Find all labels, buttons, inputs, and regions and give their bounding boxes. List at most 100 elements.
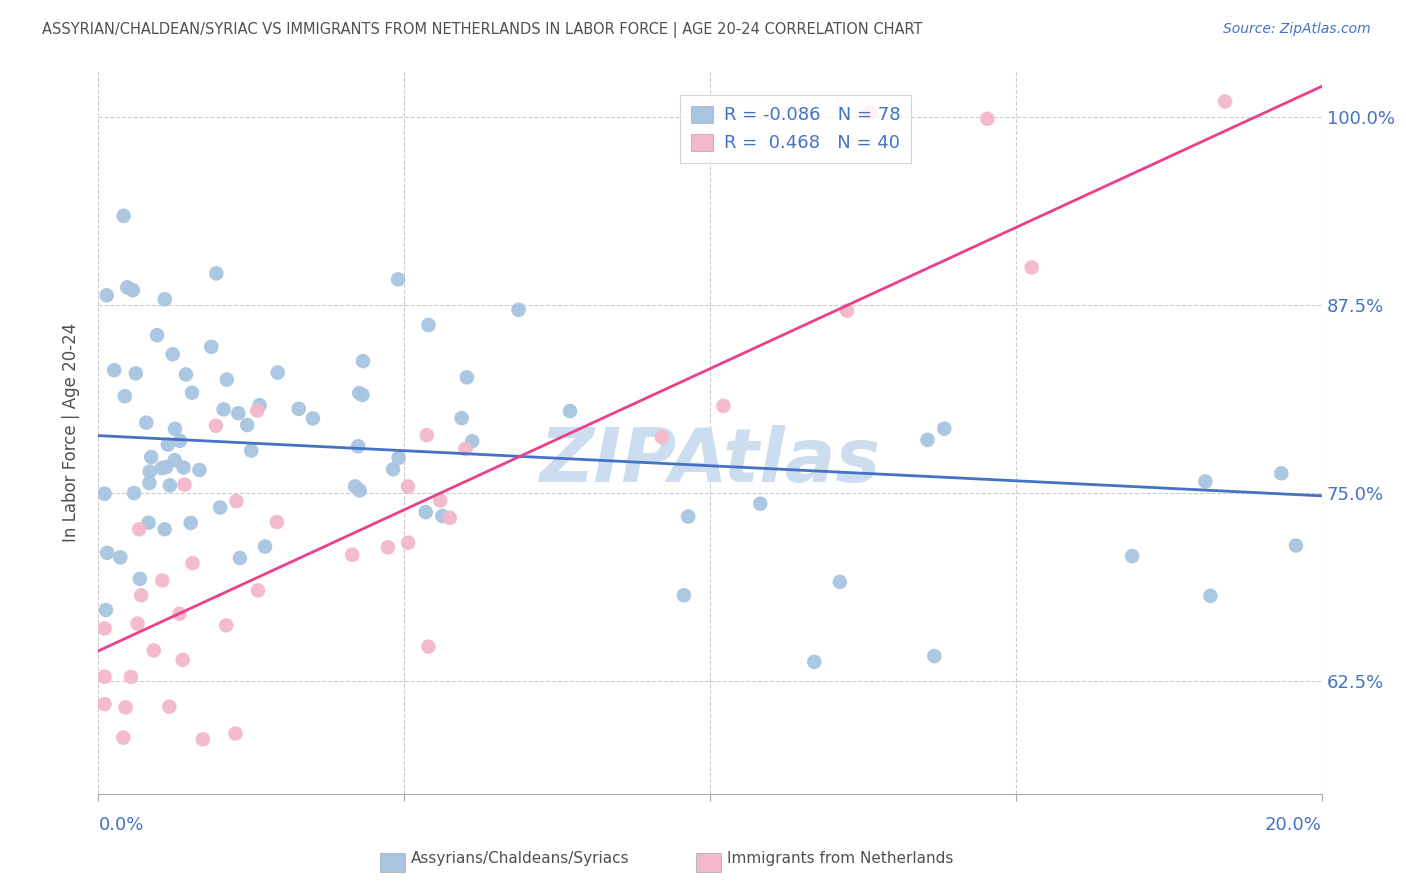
Point xyxy=(347,439,370,453)
Point xyxy=(450,411,472,425)
Point xyxy=(672,588,695,602)
Point xyxy=(146,328,169,343)
Point xyxy=(173,460,195,475)
Point xyxy=(205,266,228,280)
Point xyxy=(302,411,325,425)
Point xyxy=(212,402,235,417)
Point xyxy=(229,551,252,566)
Point xyxy=(141,450,163,464)
Point xyxy=(287,401,309,416)
Point xyxy=(396,535,419,549)
Point xyxy=(246,583,269,598)
Point xyxy=(169,434,191,448)
Point xyxy=(803,655,825,669)
Text: ASSYRIAN/CHALDEAN/SYRIAC VS IMMIGRANTS FROM NETHERLANDS IN LABOR FORCE | AGE 20-: ASSYRIAN/CHALDEAN/SYRIAC VS IMMIGRANTS F… xyxy=(42,22,922,38)
Point xyxy=(159,478,181,492)
Point xyxy=(1285,539,1308,553)
Point xyxy=(114,700,136,714)
Point xyxy=(180,516,202,530)
Point xyxy=(96,546,118,560)
Point xyxy=(1270,467,1292,481)
Point xyxy=(135,416,157,430)
Point xyxy=(122,486,145,500)
Point xyxy=(1121,549,1143,563)
Point xyxy=(169,607,191,621)
Point xyxy=(226,406,249,420)
Point xyxy=(205,418,228,433)
Point xyxy=(142,643,165,657)
Point xyxy=(344,479,367,493)
Point xyxy=(924,648,946,663)
Point xyxy=(138,465,160,479)
Point xyxy=(93,622,115,636)
Text: ZIPAtlas: ZIPAtlas xyxy=(540,425,880,498)
Point xyxy=(352,388,374,402)
Point xyxy=(439,511,461,525)
Point xyxy=(191,732,214,747)
Point xyxy=(94,603,117,617)
Point xyxy=(676,509,699,524)
Point xyxy=(103,363,125,377)
Point xyxy=(129,572,152,586)
Point xyxy=(1021,260,1043,275)
Point xyxy=(163,422,186,436)
Point xyxy=(115,280,138,294)
Point xyxy=(188,463,211,477)
Point xyxy=(181,556,204,570)
Point xyxy=(266,366,288,380)
Point xyxy=(418,640,440,654)
Point xyxy=(215,373,238,387)
Point xyxy=(382,462,405,476)
Point xyxy=(429,493,451,508)
Text: 0.0%: 0.0% xyxy=(98,816,143,834)
Point xyxy=(173,477,195,491)
Point xyxy=(240,443,263,458)
Point xyxy=(225,494,247,508)
Point xyxy=(127,616,149,631)
Point xyxy=(1213,95,1236,109)
Point xyxy=(93,487,115,501)
Point xyxy=(917,433,939,447)
Point xyxy=(461,434,484,449)
Point xyxy=(112,731,135,745)
Point xyxy=(415,505,437,519)
Point xyxy=(249,398,271,412)
Point xyxy=(114,389,136,403)
Y-axis label: In Labor Force | Age 20-24: In Labor Force | Age 20-24 xyxy=(62,323,80,542)
Point xyxy=(396,479,419,493)
Point xyxy=(156,437,179,451)
Point xyxy=(93,670,115,684)
Point xyxy=(121,283,143,297)
Point xyxy=(456,370,478,384)
Point xyxy=(172,653,194,667)
Point xyxy=(749,497,772,511)
Point xyxy=(200,340,222,354)
Point xyxy=(150,461,173,475)
Point xyxy=(153,522,176,536)
Point xyxy=(558,404,581,418)
Point xyxy=(236,418,259,433)
Point xyxy=(347,386,370,401)
Point xyxy=(266,515,288,529)
Point xyxy=(976,112,998,126)
Point xyxy=(387,272,409,286)
Text: 20.0%: 20.0% xyxy=(1265,816,1322,834)
Point xyxy=(153,293,176,307)
Legend: R = -0.086   N = 78, R =  0.468   N = 40: R = -0.086 N = 78, R = 0.468 N = 40 xyxy=(681,95,911,163)
Point xyxy=(418,318,440,332)
Point xyxy=(377,541,399,555)
Point xyxy=(254,540,277,554)
Point xyxy=(215,618,238,632)
Point xyxy=(112,209,135,223)
Point xyxy=(340,548,363,562)
Point xyxy=(209,500,232,515)
Point xyxy=(349,483,371,498)
Point xyxy=(110,550,132,565)
Point xyxy=(96,288,118,302)
Point xyxy=(1194,475,1216,489)
Text: Immigrants from Netherlands: Immigrants from Netherlands xyxy=(727,851,953,866)
Point xyxy=(138,475,160,490)
Point xyxy=(150,574,173,588)
Point xyxy=(828,574,851,589)
Point xyxy=(174,368,197,382)
